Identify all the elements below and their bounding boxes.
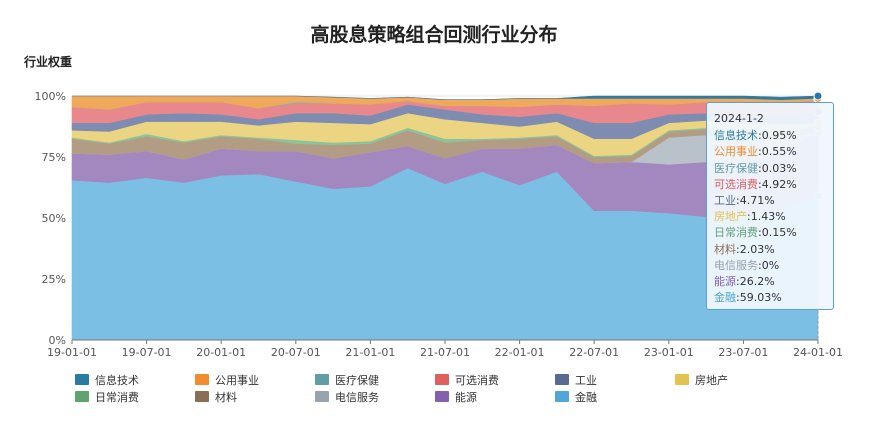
tooltip-series-value: :0.55% [758,145,797,159]
legend-label[interactable]: 信息技术 [95,373,139,387]
legend-label[interactable]: 可选消费 [455,373,499,387]
y-tick-label: 100% [35,90,66,103]
x-tick-label: 22-01-01 [495,346,545,359]
hover-point [813,91,823,101]
x-tick-label: 20-01-01 [196,346,246,359]
tooltip-series-name: 金融 [714,291,736,305]
x-tick-label: 19-07-01 [122,346,172,359]
tooltip-series-value: :1.43% [747,210,786,224]
legend-swatch[interactable] [195,374,209,385]
tooltip-row: 公用事业:0.55% [714,144,833,160]
tooltip-series-value: :2.03% [736,242,775,256]
legend-swatch[interactable] [315,391,329,402]
legend-swatch[interactable] [195,391,209,402]
tooltip-row: 日常消费:0.15% [714,225,833,241]
x-tick-label: 21-01-01 [345,346,395,359]
x-tick-label: 24-01-01 [793,346,843,359]
tooltip-row: 能源:26.2% [714,274,833,290]
x-tick-label: 22-07-01 [569,346,619,359]
tooltip-row: 信息技术:0.95% [714,128,833,144]
tooltip-series-value: :0.95% [758,129,797,143]
legend-label[interactable]: 金融 [575,390,597,404]
tooltip-series-name: 能源 [714,275,736,289]
legend-label[interactable]: 医疗保健 [335,373,379,387]
tooltip-row: 工业:4.71% [714,193,833,209]
legend-label[interactable]: 材料 [215,390,237,404]
y-tick-label: 0% [49,334,66,347]
legend-swatch[interactable] [75,391,89,402]
tooltip-series-value: :0% [758,258,780,272]
tooltip-row: 电信服务:0% [714,258,833,274]
tooltip-row: 金融:59.03% [714,290,833,306]
legend-label[interactable]: 能源 [455,390,477,404]
tooltip-series-name: 信息技术 [714,129,758,143]
legend-label[interactable]: 工业 [575,374,597,387]
tooltip-series-value: :0.03% [758,161,797,175]
legend-label[interactable]: 电信服务 [335,391,379,404]
legend-label[interactable]: 日常消费 [95,390,139,404]
x-tick-label: 19-01-01 [47,346,97,359]
tooltip-series-name: 公用事业 [714,145,758,159]
tooltip-series-value: :26.2% [736,275,775,289]
tooltip-series-value: :4.71% [736,194,775,208]
axes: 19-01-01 19-07-01 20-01-01 20-07-01 21-01-01… [47,339,843,359]
y-tick-label: 50% [42,212,66,225]
tooltip-series-value: :59.03% [736,291,782,305]
legend-swatch[interactable] [555,374,569,385]
tooltip-date: 2024-1-2 [714,112,764,125]
legend-swatch[interactable] [555,391,569,402]
tooltip-row: 可选消费:4.92% [714,177,833,193]
x-tick-label: 20-07-01 [271,346,321,359]
tooltip-series-name: 工业 [714,194,736,208]
tooltip-series-name: 可选消费 [714,177,758,191]
legend-swatch[interactable] [75,374,89,385]
legend-swatch[interactable] [435,374,449,385]
legend-swatch[interactable] [435,391,449,402]
tooltip-series-name: 医疗保健 [714,161,758,175]
tooltip-row: 房地产:1.43% [714,209,833,225]
tooltip-row: 医疗保健:0.03% [714,161,833,177]
y-tick-label: 75% [42,151,66,164]
legend-label[interactable]: 公用事业 [215,374,259,387]
y-tick-label: 25% [42,273,66,286]
legend-label[interactable]: 房地产 [695,373,728,387]
legend-swatch[interactable] [675,374,689,385]
x-tick-label: 21-07-01 [420,346,470,359]
tooltip-series-name: 日常消费 [714,226,758,240]
tooltip-series-value: :4.92% [758,177,797,191]
tooltip-row: 材料:2.03% [714,242,833,258]
tooltip-series-value: :0.15% [758,226,797,240]
x-tick-label: 23-07-01 [718,346,768,359]
tooltip-series-name: 房地产 [714,210,747,224]
chart-title: 高股息策略组合回测行业分布 [310,23,557,46]
y-axis-label: 行业权重 [23,54,72,69]
legend-swatch[interactable] [315,374,329,385]
tooltip: 2024-1-2 信息技术:0.95% 公用事业:0.55% 医疗保健:0.03% 可… [706,102,834,310]
tooltip-series-name: 材料 [714,242,736,256]
tooltip-series-name: 电信服务 [714,258,758,272]
x-tick-label: 23-01-01 [644,346,694,359]
